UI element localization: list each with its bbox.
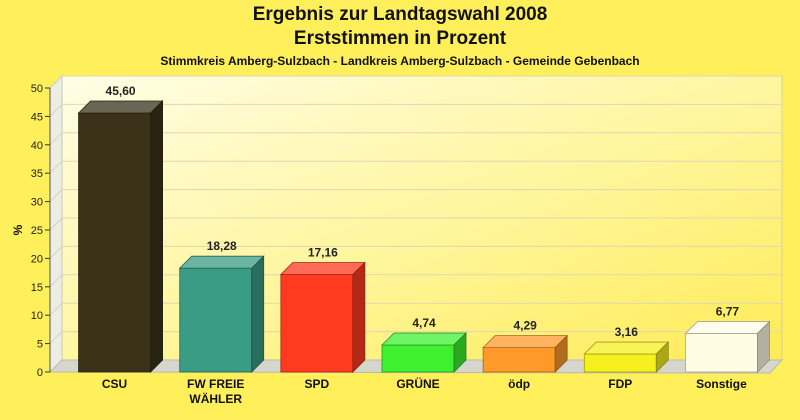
data-label: 45,60 [106,84,136,98]
data-label: 6,77 [716,305,740,319]
x-tick-label: FDP [608,377,632,391]
bar [482,347,556,373]
bar-top [583,341,670,355]
gridline-side [49,160,63,174]
bar-side [655,341,669,373]
data-label: 3,16 [615,325,639,339]
bar [685,333,758,373]
y-tick-label: 5 [37,339,43,351]
gridline-side [49,331,63,344]
bar-side [251,255,265,373]
gridline-side [49,217,63,231]
x-tick-label: FW FREIE WÄHLER [187,377,244,406]
y-tick-label: 20 [31,253,43,265]
bar-top [684,321,771,334]
bar-side [352,261,366,373]
x-tick-label: ödp [508,377,530,391]
bar-side [453,332,467,373]
data-label: 4,74 [412,316,436,330]
y-tick-label: 40 [31,140,43,152]
bar [583,353,657,373]
data-label: 4,29 [513,319,537,333]
gridline-side [49,246,63,259]
x-tick-label: GRÜNE [396,376,439,391]
bar-top [381,332,467,346]
chart-title: Ergebnis zur Landtagswahl 2008 [252,4,548,25]
bar [179,267,253,373]
data-label: 17,16 [308,246,338,260]
gridline-side [49,132,63,146]
data-label: 18,28 [207,239,237,253]
bar-top [178,255,265,269]
bar-top [77,100,164,114]
x-tick-label: CSU [102,377,127,391]
bar [280,274,354,373]
y-tick-label: 45 [31,111,43,123]
y-tick-label: 50 [31,83,43,95]
y-tick-label: 30 [31,197,43,209]
y-tick-label: 35 [31,168,43,180]
bar-top [482,335,569,349]
gridline-side [49,274,63,288]
chart-caption: Stimmkreis Amberg-Sulzbach - Landkreis A… [160,54,640,68]
bar-side [150,100,163,373]
y-tick-label: 15 [31,282,43,294]
x-tick-label: Sonstige [696,377,747,391]
y-axis-label: % [11,224,25,235]
gridline-side [49,104,63,117]
gridline-side [49,75,63,89]
y-tick-label: 10 [31,310,43,322]
bar [78,112,151,373]
gridline-side [49,302,63,316]
y-tick-label: 25 [31,225,43,237]
bar [381,344,455,373]
bar-top [279,262,366,275]
x-tick-label: SPD [305,377,330,391]
bar-side [554,334,568,373]
y-tick-label: 0 [37,367,43,379]
bar-side [757,320,770,373]
chart-subtitle: Erststimmen in Prozent [293,28,507,49]
gridline-side [49,189,63,202]
